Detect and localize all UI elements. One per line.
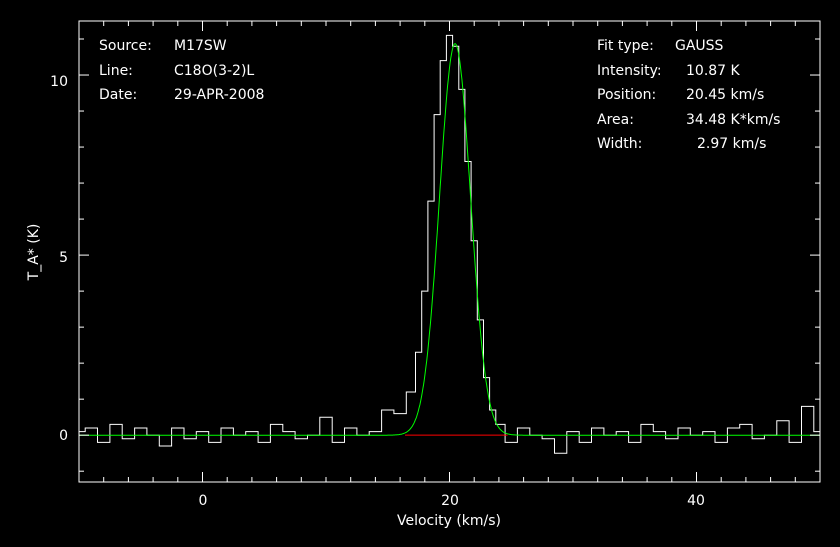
- spectrum-layer: [79, 34, 820, 454]
- position-value: 20.45 km/s: [686, 87, 764, 103]
- width-value: 2.97 km/s: [697, 136, 766, 152]
- source-label: Source:: [99, 38, 152, 54]
- fit-layer: [79, 43, 820, 436]
- x-tick-label-20: 20: [441, 493, 459, 509]
- area-label: Area:: [597, 112, 634, 128]
- date-value: 29-APR-2008: [174, 87, 264, 103]
- intensity-value: 10.87 K: [686, 63, 741, 79]
- y-tick-label-10: 10: [50, 74, 68, 90]
- y-axis-label: T_A* (K): [26, 224, 42, 282]
- y-tick-label-5: 5: [59, 250, 68, 266]
- fit-type-label: Fit type:: [597, 38, 654, 54]
- x-tick-label-40: 40: [687, 493, 705, 509]
- fit-type-value: GAUSS: [675, 38, 724, 54]
- spectrum-histogram: [79, 34, 820, 454]
- width-label: Width:: [597, 136, 642, 152]
- line-value: C18O(3-2)L: [174, 63, 254, 79]
- area-value: 34.48 K*km/s: [686, 112, 780, 128]
- x-axis-ticks: [78, 21, 821, 482]
- intensity-label: Intensity:: [597, 63, 662, 79]
- y-tick-label-0: 0: [59, 428, 68, 444]
- source-value: M17SW: [174, 38, 227, 54]
- x-axis-label: Velocity (km/s): [397, 513, 501, 529]
- y-axis-ticks: [79, 38, 820, 472]
- gaussian-fit-curve: [79, 43, 820, 436]
- date-label: Date:: [99, 87, 137, 103]
- position-label: Position:: [597, 87, 656, 103]
- x-tick-label-0: 0: [199, 493, 208, 509]
- line-label: Line:: [99, 63, 133, 79]
